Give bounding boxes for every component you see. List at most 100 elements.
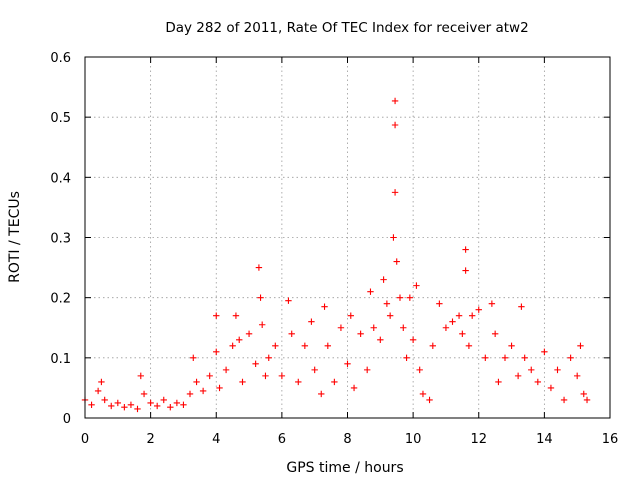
- x-tick-label: 2: [146, 432, 154, 447]
- data-point: [245, 330, 253, 337]
- data-point: [393, 258, 400, 265]
- axis-ticks: [84, 56, 611, 419]
- data-point: [285, 297, 292, 304]
- data-point: [521, 354, 528, 362]
- data-point: [252, 360, 259, 368]
- data-point: [409, 336, 417, 343]
- x-tick-label: 10: [405, 432, 422, 447]
- data-point: [114, 399, 122, 407]
- x-tick-label: 12: [470, 432, 487, 447]
- data-point: [257, 294, 264, 301]
- y-tick-label: 0.2: [50, 292, 71, 307]
- data-point: [265, 354, 272, 362]
- data-point: [272, 342, 279, 349]
- data-point: [262, 372, 269, 380]
- data-point: [101, 396, 108, 404]
- data-point: [331, 378, 338, 386]
- data-point: [534, 378, 542, 386]
- data-point: [363, 366, 371, 374]
- data-point: [350, 384, 358, 392]
- data-point: [127, 401, 135, 408]
- x-axis-title: GPS time / hours: [286, 460, 403, 476]
- data-point: [541, 348, 548, 356]
- data-point: [573, 372, 581, 380]
- data-point: [400, 324, 407, 331]
- data-point: [288, 330, 295, 337]
- data-point: [547, 384, 555, 392]
- data-point: [449, 318, 456, 325]
- data-point: [455, 312, 463, 319]
- data-point: [193, 378, 200, 386]
- y-axis-title: ROTI / TECUs: [7, 191, 23, 283]
- data-point: [391, 189, 399, 196]
- x-tick-label: 16: [602, 432, 619, 447]
- x-tick-label: 14: [536, 432, 553, 447]
- data-point: [121, 403, 128, 411]
- data-point: [301, 342, 309, 349]
- data-point: [239, 378, 246, 386]
- data-point: [391, 121, 399, 129]
- data-point: [311, 366, 318, 374]
- data-point: [391, 97, 399, 105]
- data-point: [167, 403, 174, 411]
- data-point: [213, 312, 220, 319]
- data-point: [308, 318, 315, 325]
- x-tick-label: 0: [81, 432, 89, 447]
- data-point: [318, 390, 325, 398]
- data-point: [94, 387, 102, 395]
- data-point: [580, 390, 587, 398]
- chart-title: Day 282 of 2011, Rate Of TEC Index for r…: [165, 20, 528, 36]
- data-point: [419, 390, 427, 398]
- data-point: [140, 390, 148, 398]
- data-point: [459, 330, 466, 337]
- data-point: [229, 342, 236, 349]
- data-point: [160, 396, 167, 404]
- y-tick-label: 0.4: [50, 171, 71, 186]
- data-point: [216, 384, 223, 392]
- data-point: [482, 354, 489, 362]
- data-point: [88, 401, 95, 408]
- data-point: [462, 246, 469, 253]
- data-point: [137, 372, 144, 380]
- data-point: [518, 303, 525, 310]
- data-point: [403, 354, 410, 362]
- data-point: [213, 348, 220, 356]
- data-point: [390, 234, 397, 241]
- y-tick-labels: 0 0.1 0.2 0.3 0.4 0.5 0.6: [50, 51, 71, 427]
- y-tick-label: 0.1: [50, 352, 71, 367]
- data-point: [508, 342, 515, 349]
- y-tick-label: 0: [63, 412, 71, 427]
- data-point: [488, 300, 496, 307]
- data-point: [295, 378, 302, 386]
- data-point: [475, 306, 482, 313]
- data-point: [514, 372, 522, 380]
- data-point: [147, 399, 154, 407]
- data-point: [236, 336, 243, 343]
- data-point: [255, 264, 263, 271]
- data-point: [491, 330, 499, 337]
- data-point: [347, 312, 354, 319]
- data-point: [258, 321, 266, 328]
- data-point: [567, 354, 574, 362]
- data-point: [377, 336, 384, 343]
- data-point: [344, 360, 351, 368]
- data-point: [357, 330, 364, 337]
- data-point: [462, 267, 469, 274]
- data-point: [206, 372, 213, 380]
- data-point: [173, 399, 181, 407]
- data-point: [324, 342, 332, 349]
- data-point: [380, 276, 387, 283]
- data-point: [436, 300, 443, 307]
- data-point: [337, 324, 345, 331]
- data-point: [413, 282, 420, 289]
- x-tick-label: 6: [278, 432, 286, 447]
- data-point: [406, 294, 414, 301]
- data-point: [560, 396, 568, 404]
- x-tick-labels: 0 2 4 6 8 10 12 14 16: [81, 432, 618, 447]
- data-point: [321, 303, 328, 310]
- data-point: [98, 378, 105, 386]
- data-point: [108, 402, 115, 410]
- data-point: [528, 366, 535, 374]
- data-point: [583, 396, 591, 404]
- data-point: [180, 401, 187, 408]
